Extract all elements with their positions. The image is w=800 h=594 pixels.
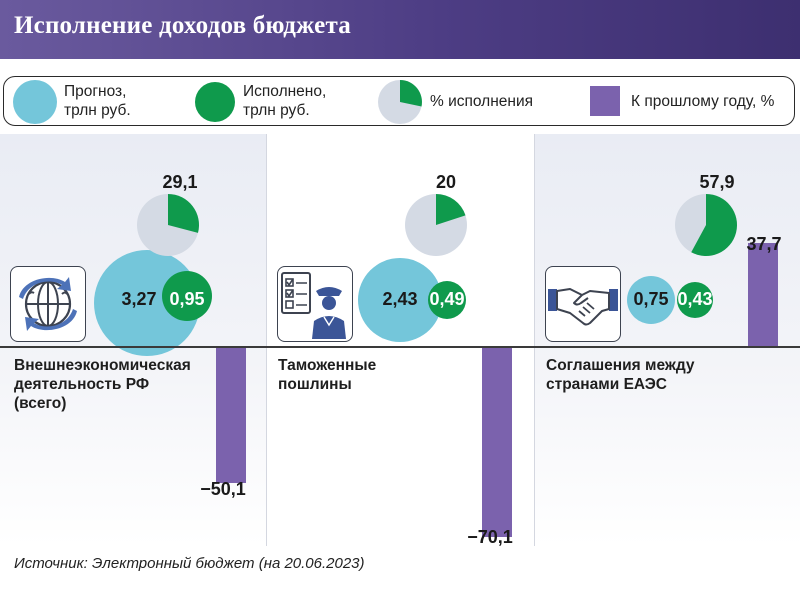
category-label-line1: Внешнеэкономическая bbox=[14, 357, 191, 374]
header-banner: Исполнение доходов бюджета bbox=[0, 0, 800, 59]
yoy-bar bbox=[482, 346, 512, 538]
legend-executed-line2: трлн руб. bbox=[243, 102, 310, 119]
percent-pie bbox=[405, 194, 467, 256]
yoy-label: −50,1 bbox=[200, 479, 246, 499]
legend-forecast: Прогноз, трлн руб. bbox=[4, 77, 184, 125]
category-label-line1: Таможенные bbox=[278, 357, 377, 374]
percent-label: 57,9 bbox=[699, 172, 735, 192]
panel-divider bbox=[534, 134, 535, 546]
percent-pie-slice bbox=[436, 194, 466, 225]
yoy-bar bbox=[216, 346, 246, 483]
yoy-label: −70,1 bbox=[467, 527, 513, 547]
percent-label: 29,1 bbox=[162, 172, 198, 192]
legend-yoy: К прошлому году, % bbox=[587, 77, 792, 125]
handshake-icon bbox=[545, 266, 621, 342]
executed-label: 0,49 bbox=[429, 289, 465, 309]
percent-pie bbox=[675, 194, 738, 256]
yoy-bar-swatch bbox=[590, 86, 620, 116]
yoy-bar bbox=[748, 243, 778, 346]
customs-officer-icon bbox=[277, 266, 353, 342]
page-title: Исполнение доходов бюджета bbox=[14, 12, 351, 39]
percent-pie-slice bbox=[168, 194, 200, 233]
percent-pie-swatch bbox=[378, 80, 422, 124]
category-label-line2: пошлины bbox=[278, 376, 352, 393]
forecast-swatch bbox=[13, 80, 57, 124]
forecast-label: 3,27 bbox=[121, 289, 157, 309]
category-label-line2: деятельность РФ bbox=[14, 376, 150, 393]
chart-baseline bbox=[0, 346, 800, 348]
legend: Прогноз, трлн руб. Исполнено, трлн руб. … bbox=[3, 76, 795, 126]
yoy-label: 37,7 bbox=[746, 234, 782, 254]
percent-pie bbox=[137, 194, 200, 256]
legend-percent-label: % исполнения bbox=[430, 93, 534, 110]
legend-executed: Исполнено, трлн руб. bbox=[189, 77, 369, 125]
forecast-label: 0,75 bbox=[633, 289, 669, 309]
legend-executed-line1: Исполнено, bbox=[243, 83, 327, 100]
executed-label: 0,43 bbox=[677, 289, 713, 309]
percent-label: 20 bbox=[435, 172, 457, 192]
source-note: Источник: Электронный бюджет (на 20.06.2… bbox=[14, 555, 365, 572]
legend-forecast-line2: трлн руб. bbox=[64, 102, 131, 119]
category-label-line3: (всего) bbox=[14, 395, 67, 412]
panel-divider bbox=[266, 134, 267, 546]
executed-bubble bbox=[677, 282, 713, 318]
category-label-line1: Соглашения между bbox=[546, 357, 695, 374]
legend-yoy-label: К прошлому году, % bbox=[631, 93, 775, 110]
forecast-bubble bbox=[627, 276, 675, 324]
legend-percent: % исполнения bbox=[374, 77, 574, 125]
executed-swatch bbox=[195, 82, 235, 122]
legend-forecast-line1: Прогноз, bbox=[64, 83, 127, 100]
globe-arrows-icon bbox=[10, 266, 86, 342]
category-label-line2: странами ЕАЭС bbox=[546, 376, 667, 393]
forecast-label: 2,43 bbox=[382, 289, 418, 309]
percent-pie-slice bbox=[691, 194, 738, 256]
executed-bubble bbox=[162, 271, 212, 321]
executed-bubble bbox=[428, 281, 466, 319]
executed-label: 0,95 bbox=[169, 289, 205, 309]
